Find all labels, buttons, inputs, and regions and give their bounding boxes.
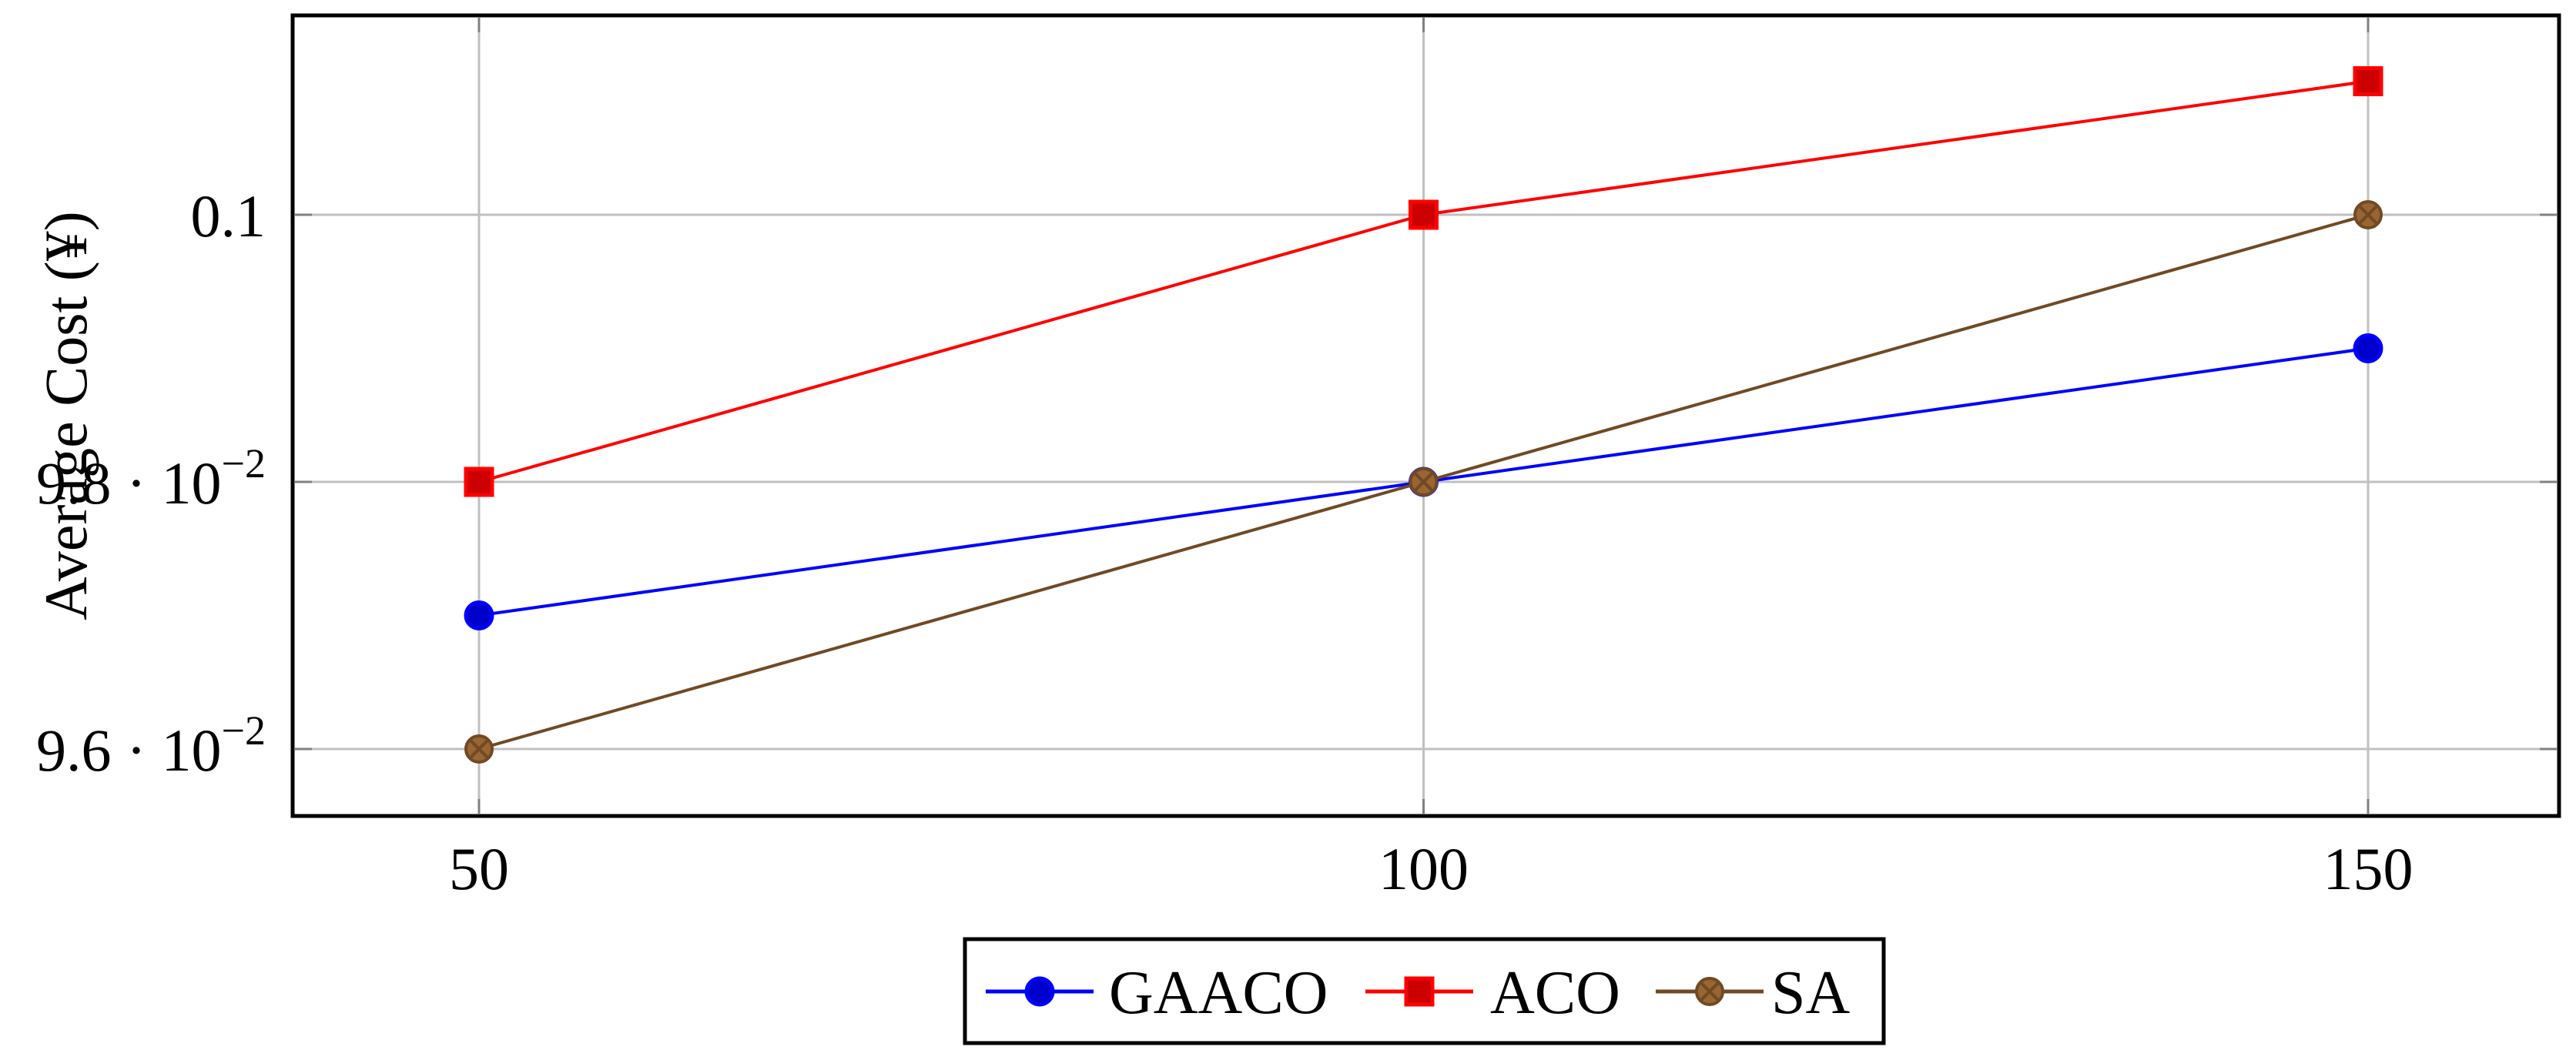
square-marker-icon bbox=[2353, 66, 2383, 96]
circle-marker-icon bbox=[464, 600, 494, 630]
square-marker-icon bbox=[1404, 976, 1435, 1007]
circle-marker-icon bbox=[1024, 976, 1055, 1007]
circle-x-marker-icon bbox=[1409, 467, 1439, 497]
grid-lines bbox=[294, 17, 2558, 814]
series-sa bbox=[464, 200, 2383, 764]
legend-item-sa: SA bbox=[1656, 959, 1850, 1027]
legend-label: GAACO bbox=[1109, 959, 1328, 1027]
legend: GAACO ACO SA bbox=[963, 937, 1886, 1045]
circle-marker-icon bbox=[2353, 333, 2383, 363]
plot-area-frame bbox=[290, 13, 2561, 818]
square-marker-icon bbox=[464, 466, 494, 497]
circle-x-marker-icon bbox=[2353, 200, 2383, 229]
y-tick-label: 0.1 bbox=[191, 182, 266, 249]
y-tick-label: 9.6 · 10−2 bbox=[36, 707, 266, 784]
legend-label: ACO bbox=[1490, 959, 1620, 1027]
y-axis-ticks: 9.6 · 10−2 9.8 · 10−2 0.1 bbox=[36, 182, 2558, 784]
x-tick-label: 50 bbox=[449, 835, 509, 902]
y-tick-label: 9.8 · 10−2 bbox=[36, 440, 266, 517]
series-aco bbox=[464, 66, 2383, 497]
circle-x-marker-icon bbox=[464, 734, 494, 764]
x-axis-ticks: 50 100 150 bbox=[449, 17, 2414, 902]
legend-label: SA bbox=[1771, 959, 1850, 1027]
square-marker-icon bbox=[1409, 199, 1439, 230]
x-tick-label: 100 bbox=[1378, 835, 1469, 902]
legend-item-gaaco: GAACO bbox=[986, 959, 1328, 1027]
x-tick-label: 150 bbox=[2323, 835, 2414, 902]
series-layer bbox=[464, 66, 2383, 764]
legend-item-aco: ACO bbox=[1365, 959, 1620, 1027]
y-axis-title: Average Cost (¥) bbox=[32, 211, 99, 620]
circle-x-marker-icon bbox=[1695, 977, 1724, 1006]
